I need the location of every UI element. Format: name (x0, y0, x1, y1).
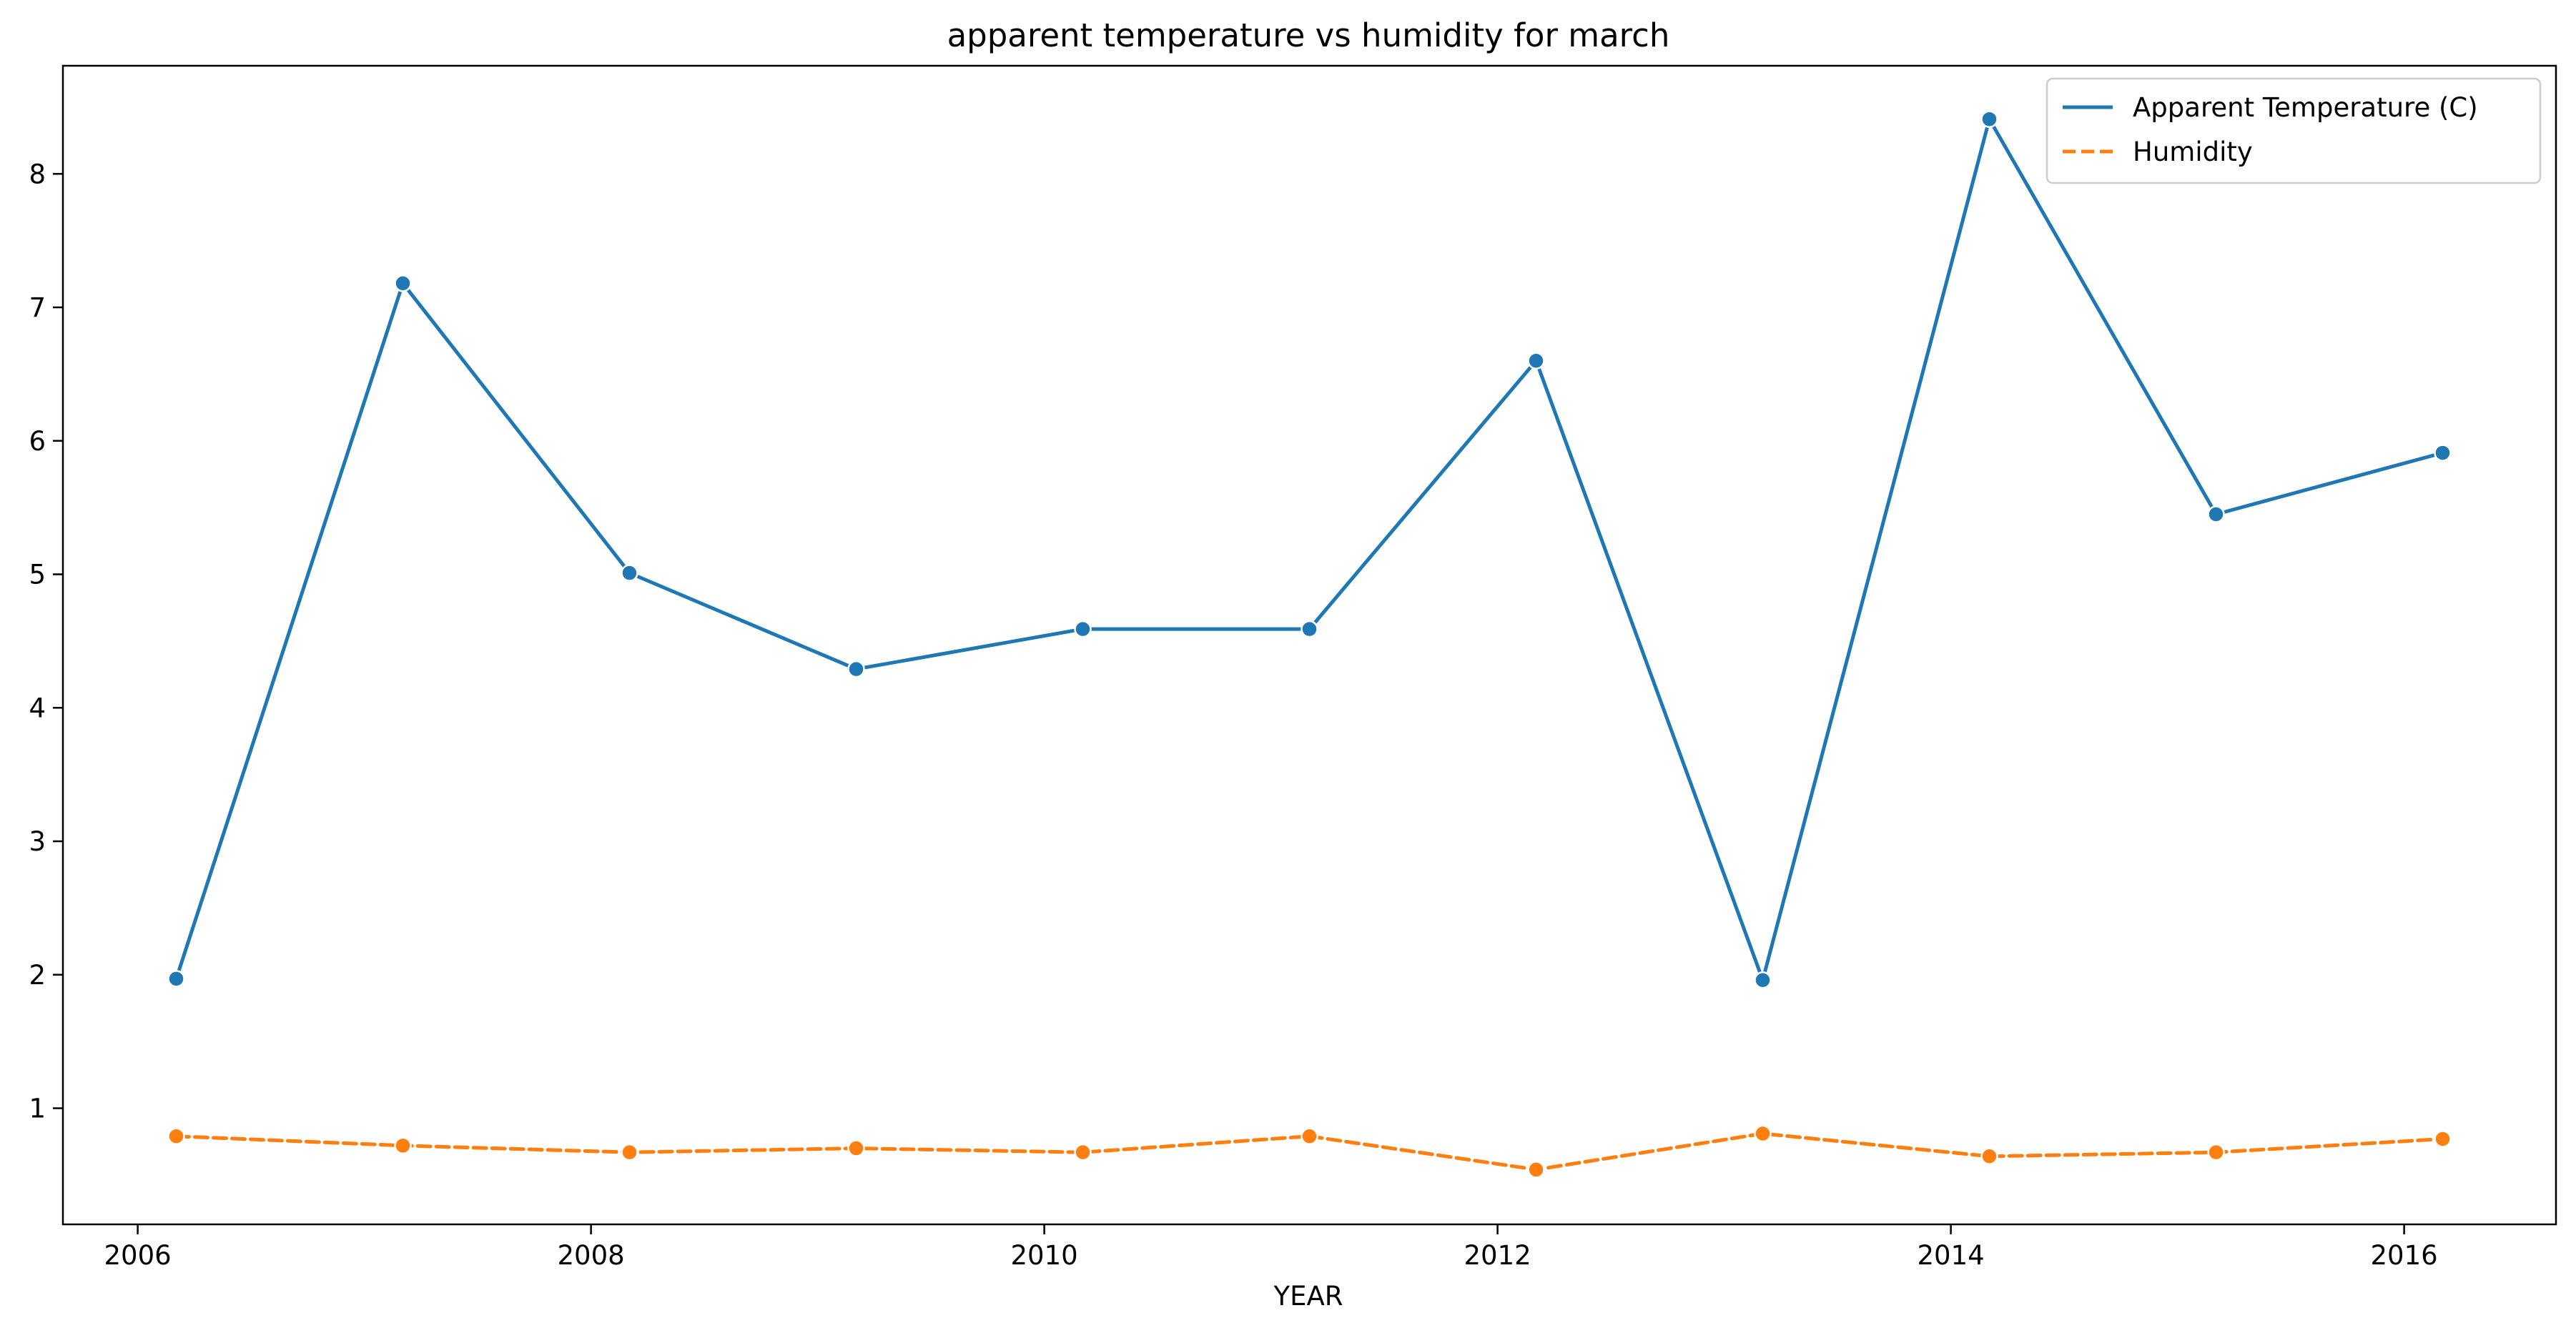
y-tick-label: 7 (29, 292, 46, 323)
y-tick-label: 8 (29, 159, 46, 189)
data-point (1301, 620, 1318, 638)
data-point (1754, 971, 1772, 989)
y-tick-label: 2 (29, 960, 46, 991)
legend: Apparent Temperature (C) Humidity (2045, 77, 2542, 184)
x-tick-label: 2010 (1011, 1240, 1078, 1271)
data-point (2207, 1143, 2225, 1161)
data-point (847, 1139, 865, 1157)
y-tick-label: 4 (29, 693, 46, 723)
data-point (1980, 110, 1998, 128)
data-point (2207, 505, 2225, 523)
y-axis: 1 2 3 4 5 6 7 8 (29, 159, 63, 1124)
y-tick-label: 5 (29, 560, 46, 590)
x-tick-label: 2008 (558, 1240, 625, 1271)
data-point (167, 1127, 185, 1145)
plot-frame (61, 64, 2557, 1226)
data-point (394, 274, 412, 292)
data-point (847, 660, 865, 678)
x-tick-label: 2016 (2371, 1240, 2438, 1271)
data-point (1527, 1161, 1545, 1179)
plot-area (167, 110, 2452, 1179)
data-point (2434, 1130, 2452, 1148)
data-point (1301, 1127, 1318, 1145)
legend-label: Humidity (2133, 137, 2253, 167)
legend-box (2045, 77, 2542, 184)
y-tick-label: 6 (29, 426, 46, 457)
x-tick-label: 2014 (1918, 1240, 1985, 1271)
data-point (167, 970, 185, 988)
data-point (621, 1143, 638, 1161)
legend-label: Apparent Temperature (C) (2133, 92, 2478, 123)
x-tick-label: 2012 (1464, 1240, 1531, 1271)
data-point (1074, 620, 1092, 638)
x-axis: 2006 2008 2010 2012 2014 2016 (104, 1224, 2438, 1271)
data-point (621, 564, 638, 582)
x-tick-label: 2006 (104, 1240, 172, 1271)
y-tick-label: 1 (29, 1094, 46, 1124)
data-point (394, 1136, 412, 1155)
data-point (1074, 1143, 1092, 1161)
data-point (1980, 1147, 1998, 1166)
data-point (1527, 352, 1545, 370)
x-axis-title: YEAR (1273, 1281, 1343, 1312)
y-tick-label: 3 (29, 826, 46, 857)
data-point (2434, 444, 2452, 462)
chart-title: apparent temperature vs humidity for mar… (947, 16, 1670, 54)
data-point (1754, 1124, 1772, 1143)
